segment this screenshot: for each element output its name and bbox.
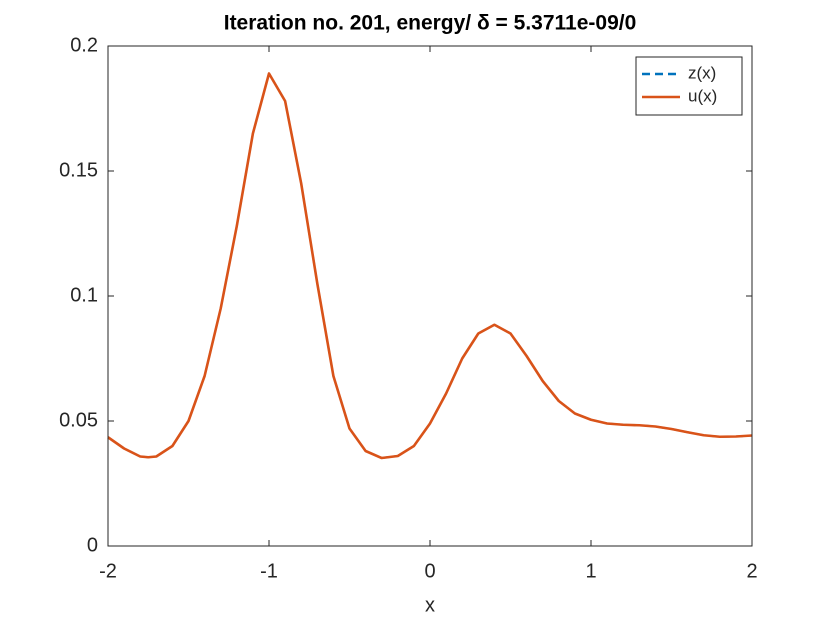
y-tick-label: 0.05 <box>59 409 98 431</box>
legend-label: z(x) <box>688 63 716 82</box>
y-tick-label: 0 <box>87 534 98 556</box>
chart-title: Iteration no. 201, energy/ δ = 5.3711e-0… <box>224 12 637 35</box>
x-tick-label: 2 <box>746 560 757 582</box>
line <box>107 72 753 460</box>
x-tick-label: -2 <box>99 560 117 582</box>
y-tick-label: 0.1 <box>70 284 98 306</box>
axes-box <box>107 45 753 547</box>
x-axis-label: x <box>425 594 435 616</box>
x-tick-label: 0 <box>424 560 435 582</box>
x-tick-label: -1 <box>260 560 278 582</box>
legend-label: u(x) <box>688 86 717 105</box>
y-tick-label: 0.15 <box>59 159 98 181</box>
plot-area <box>108 46 752 546</box>
x-tick-label: 1 <box>585 560 596 582</box>
legend-box <box>635 56 743 116</box>
y-tick-label: 0.2 <box>70 34 98 56</box>
